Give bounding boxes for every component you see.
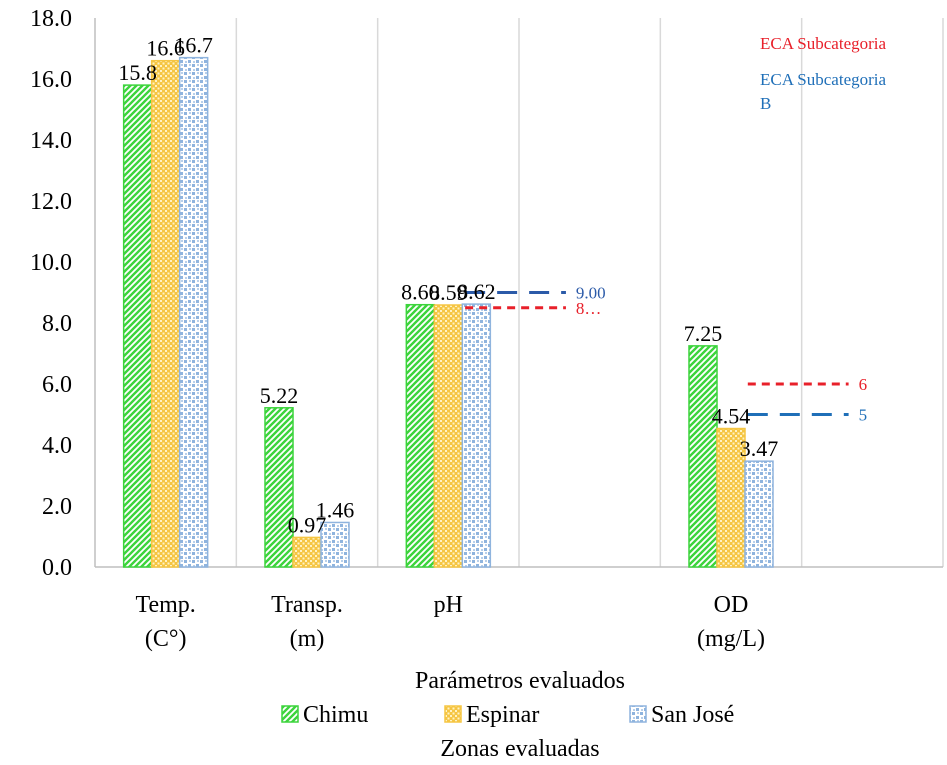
- grid-lines: [235, 18, 944, 567]
- legend-swatch: [629, 705, 647, 723]
- ref-legend-entry: ECA Subcategoria B: [760, 70, 887, 113]
- data-label: 16.6: [146, 36, 185, 61]
- x-tick-label: OD: [714, 592, 749, 618]
- y-axis: 0.0 2.0 4.0 6.0 8.0 10.0 12.0 14.0 16.0 18.0: [30, 6, 943, 581]
- bar-chimu: [264, 407, 294, 568]
- y-tick-label: 10.0: [30, 250, 72, 276]
- legend-title: Zonas evaluadas: [440, 736, 599, 762]
- reference-label: 5: [859, 406, 868, 425]
- x-tick-label: Temp.: [136, 592, 196, 618]
- x-tick-label: (m): [290, 626, 325, 652]
- reference-label: 8…: [576, 299, 602, 318]
- bar-chimu: [688, 345, 718, 568]
- bar-espinar: [433, 304, 464, 568]
- x-axis-title: Parámetros evaluados: [415, 668, 625, 694]
- legend-swatch: [281, 705, 299, 723]
- y-tick-label: 18.0: [30, 6, 72, 32]
- y-tick-label: 0.0: [42, 555, 72, 581]
- bar-chimu: [122, 84, 153, 568]
- data-label: 3.47: [740, 436, 779, 461]
- y-tick-label: 6.0: [42, 372, 72, 398]
- y-tick-label: 14.0: [30, 128, 72, 154]
- x-tick-label: Transp.: [271, 592, 343, 618]
- data-label: 8.60: [401, 280, 440, 305]
- y-tick-label: 2.0: [42, 494, 72, 520]
- data-label: 8.62: [457, 279, 496, 304]
- y-tick-label: 8.0: [42, 311, 72, 337]
- ref-legend-entry: ECA Subcategoria: [760, 34, 887, 53]
- legend-swatch: [444, 705, 462, 723]
- x-tick-label: (mg/L): [697, 626, 765, 652]
- data-label: 5.22: [260, 383, 299, 408]
- bar-san-josé: [178, 56, 209, 568]
- data-label: 15.8: [118, 60, 157, 85]
- data-label: 8.59: [429, 280, 468, 305]
- data-label: 1.46: [316, 497, 355, 522]
- legend-entry: Chimu: [303, 702, 368, 728]
- x-tick-label: pH: [434, 592, 463, 618]
- bar-espinar: [716, 427, 746, 568]
- bar-san-josé: [744, 460, 774, 568]
- data-labels: 15.8 5.22 8.60 7.25 16.6 0.97 8.59 4.54 16.7 1.46…: [118, 33, 778, 538]
- bar-chimu: [405, 303, 436, 568]
- reference-lines: 8…9.00 6 5: [465, 284, 867, 425]
- legend-entry: Espinar: [466, 702, 539, 728]
- bars: [122, 56, 774, 568]
- bar-espinar: [292, 536, 322, 568]
- x-axis: Temp. (C°) Transp. (m) pH OD (mg/L) Parámetros …: [136, 592, 765, 694]
- y-tick-label: 16.0: [30, 67, 72, 93]
- data-label: 16.7: [174, 33, 213, 58]
- data-label: 0.97: [288, 512, 327, 537]
- bar-san-josé: [461, 303, 492, 568]
- y-tick-label: 12.0: [30, 189, 72, 215]
- x-tick-label: (C°): [145, 626, 187, 652]
- y-tick-label: 4.0: [42, 433, 72, 459]
- legend: Chimu Espinar San José Zonas evaluadas: [281, 702, 734, 762]
- legend-entry: San José: [651, 702, 734, 728]
- data-label: 4.54: [712, 404, 751, 429]
- reference-legend: ECA Subcategoria ECA Subcategoria B: [760, 34, 887, 113]
- bar-san-josé: [320, 521, 350, 568]
- bar-espinar: [150, 59, 181, 568]
- reference-label: 9.00: [576, 284, 606, 303]
- data-label: 7.25: [684, 321, 723, 346]
- reference-label: 6: [859, 375, 868, 394]
